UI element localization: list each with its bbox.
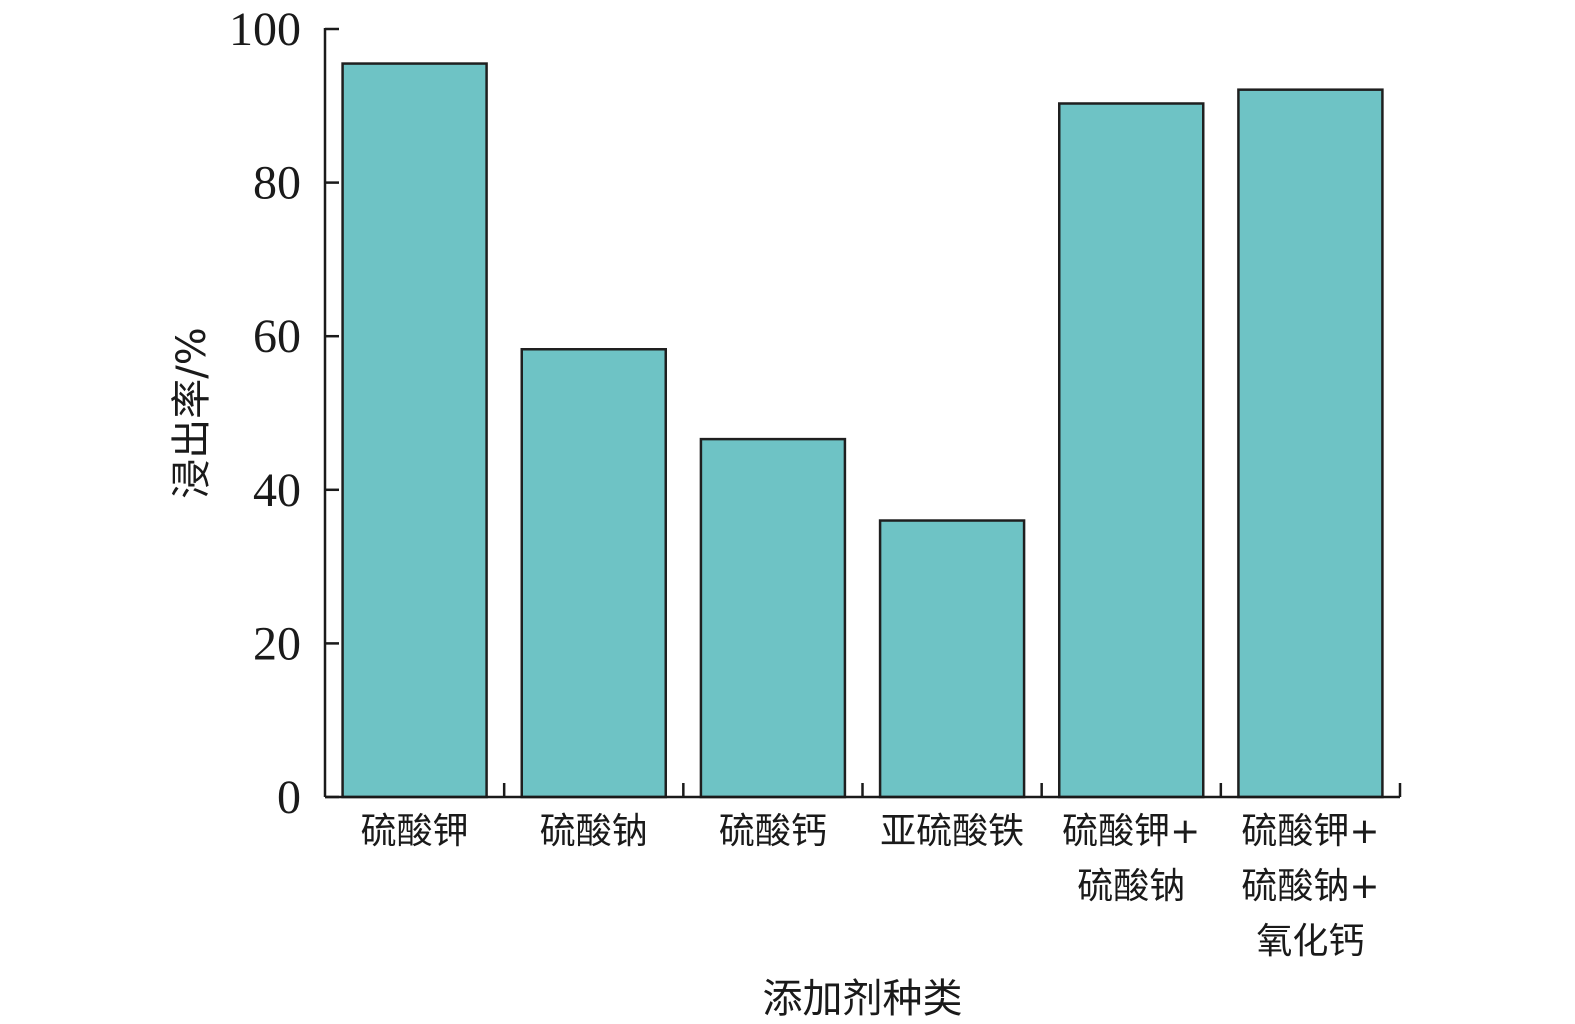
bar: [520, 348, 667, 799]
y-tick-label: 40: [253, 464, 301, 517]
y-tick-label: 80: [253, 157, 301, 210]
bar: [699, 437, 847, 799]
y-tick-label: 60: [253, 310, 301, 363]
bar: [878, 519, 1026, 799]
x-axis-title: 添加剂种类: [763, 976, 963, 1022]
bar: [1237, 88, 1384, 799]
bars-group: [341, 62, 1384, 799]
y-tick-label: 100: [229, 3, 301, 56]
x-tick-label: 亚硫酸铁: [880, 811, 1024, 852]
y-tick-label: 20: [253, 617, 301, 670]
x-tick-label: 氧化钙: [1256, 921, 1364, 962]
bar: [341, 62, 488, 799]
x-tick-label: 硫酸钾+: [1062, 811, 1200, 852]
x-tick-label: 硫酸钾+: [1241, 811, 1379, 852]
x-tick-label: 硫酸钠: [540, 811, 648, 852]
x-tick-label: 硫酸钙: [719, 811, 827, 852]
y-axis-ticks: 0 20 40 60 80 100: [229, 3, 339, 824]
x-tick-label: 硫酸钠+: [1241, 866, 1379, 907]
y-axis-title: 浸出率/%: [169, 327, 215, 498]
x-tick-label: 硫酸钾: [361, 811, 469, 852]
x-tick-label: 硫酸钠: [1077, 866, 1185, 907]
bar: [1058, 102, 1205, 799]
y-tick-label: 0: [277, 771, 301, 824]
